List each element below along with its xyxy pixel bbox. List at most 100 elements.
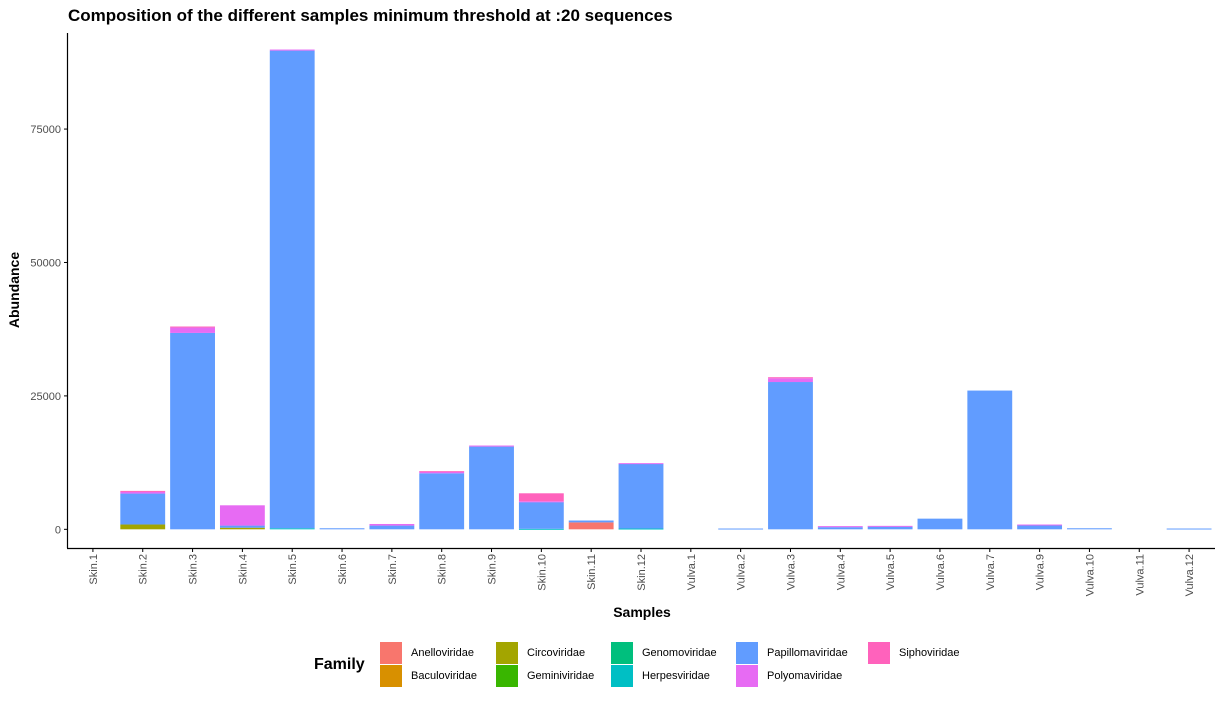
x-tick-label: Vulva.1	[686, 554, 698, 590]
x-tick-label: Skin.1	[88, 554, 100, 585]
legend-label: Circoviridae	[527, 647, 586, 659]
bar-segment-circoviridae-skin-4	[219, 527, 265, 530]
x-tick-label: Skin.9	[487, 554, 499, 585]
bar-segment-papillomaviridae-vulva-3	[768, 382, 813, 530]
bar-segment-polyomaviridae-skin-7	[369, 523, 415, 526]
x-tick-label: Vulva.6	[935, 554, 947, 590]
legend-swatch	[611, 665, 633, 687]
y-ticks-group: 0 25000 50000 75000	[30, 124, 68, 536]
x-tick-label: Skin.7	[387, 554, 399, 585]
bar-segment-papillomaviridae-skin-9	[469, 446, 514, 530]
bar-segment-papillomaviridae-vulva-4	[817, 527, 863, 530]
bar-segment-papillomaviridae-skin-10	[518, 502, 564, 529]
bar-segment-polyomaviridae-skin-3	[170, 327, 215, 333]
x-tick-label: Skin.6	[337, 554, 349, 585]
bar-segment-polyomaviridae-skin-10	[518, 501, 564, 503]
x-tick-label: Vulva.7	[985, 554, 997, 590]
bar-segment-polyomaviridae-skin-8	[419, 471, 465, 474]
bar-segment-polyomaviridae-skin-12	[618, 463, 664, 465]
legend-label: Herpesviridae	[642, 670, 710, 682]
legend: Family Anelloviridae Baculoviridae Circovi…	[314, 642, 1014, 692]
x-tick-label: Skin.2	[138, 554, 150, 585]
legend-label: Geminiviridae	[527, 670, 595, 682]
legend-item-siphoviridae: Siphoviridae	[868, 642, 960, 664]
legend-item-circoviridae: Circoviridae	[496, 642, 585, 664]
legend-item-papillomaviridae: Papillomaviridae	[736, 642, 848, 664]
x-tick-label: Skin.12	[636, 554, 648, 591]
legend-label: Siphoviridae	[899, 647, 960, 659]
legend-item-geminiviridae: Geminiviridae	[496, 665, 594, 687]
x-tick-label: Skin.10	[536, 554, 548, 591]
bar-segment-polyomaviridae-vulva-3	[768, 378, 813, 383]
x-axis-label: Samples	[613, 604, 671, 620]
legend-title: Family	[314, 656, 365, 673]
bar-segment-polyomaviridae-vulva-9	[1017, 524, 1063, 526]
y-tick-label: 75000	[30, 124, 61, 136]
bars-group	[120, 49, 1212, 530]
legend-label: Anelloviridae	[411, 647, 474, 659]
bar-segment-polyomaviridae-skin-5	[269, 49, 315, 51]
x-tick-label: Vulva.5	[885, 554, 897, 590]
x-tick-label: Skin.11	[586, 554, 598, 590]
bar-segment-papillomaviridae-skin-2	[120, 493, 166, 525]
bar-segment-anelloviridae-skin-11	[568, 522, 614, 530]
chart-title: Composition of the different samples min…	[68, 6, 673, 25]
y-tick-label: 0	[55, 524, 61, 536]
bar-segment-papillomaviridae-skin-8	[419, 473, 465, 530]
y-tick-label: 25000	[30, 391, 61, 403]
bar-segment-siphoviridae-skin-10	[518, 493, 564, 502]
bar-segment-siphoviridae-skin-3	[170, 326, 215, 328]
bar-segment-polyomaviridae-skin-2	[120, 491, 166, 494]
bar-segment-papillomaviridae-vulva-9	[1017, 525, 1063, 530]
legend-swatch	[736, 642, 758, 664]
legend-label: Papillomaviridae	[767, 647, 848, 659]
bar-segment-papillomaviridae-skin-7	[369, 525, 415, 530]
x-tick-label: Vulva.4	[835, 554, 847, 590]
bar-segment-papillomaviridae-vulva-5	[867, 526, 913, 530]
x-tick-label: Skin.3	[188, 554, 200, 585]
bar-segment-papillomaviridae-vulva-2	[718, 528, 764, 530]
bar-segment-papillomaviridae-vulva-7	[967, 390, 1013, 530]
x-tick-label: Skin.8	[437, 554, 449, 585]
x-tick-label: Skin.4	[237, 554, 249, 585]
legend-label: Polyomaviridae	[767, 670, 843, 682]
legend-swatch	[611, 642, 633, 664]
legend-swatch	[496, 642, 518, 664]
bar-segment-circoviridae-skin-2	[120, 524, 166, 530]
bar-segment-herpesviridae-skin-5	[269, 528, 315, 530]
x-tick-label: Vulva.12	[1184, 554, 1196, 596]
bar-segment-herpesviridae-skin-12	[618, 528, 664, 530]
bar-segment-papillomaviridae-skin-11	[568, 520, 614, 523]
bar-segment-polyomaviridae-skin-4	[219, 505, 265, 526]
bar-segment-papillomaviridae-skin-12	[618, 463, 664, 529]
x-tick-label: Vulva.9	[1035, 554, 1047, 590]
legend-swatch	[868, 642, 890, 664]
x-tick-label: Vulva.3	[785, 554, 797, 590]
legend-label: Baculoviridae	[411, 670, 478, 682]
bar-segment-siphoviridae-skin-8	[419, 471, 465, 473]
legend-item-genomoviridae: Genomoviridae	[611, 642, 717, 664]
x-ticks-group: Skin.1 Skin.2 Skin.3 Skin.4 Skin.5 Skin.6 Skin…	[88, 548, 1196, 596]
bar-segment-siphoviridae-skin-2	[120, 490, 166, 492]
bar-segment-papillomaviridae-skin-6	[319, 528, 365, 530]
bar-segment-papillomaviridae-skin-5	[269, 50, 315, 529]
bar-segment-papillomaviridae-vulva-6	[917, 518, 963, 530]
bar-segment-siphoviridae-vulva-3	[768, 377, 813, 379]
bar-segment-papillomaviridae-vulva-12	[1166, 528, 1212, 530]
x-tick-label: Vulva.11	[1134, 554, 1146, 596]
x-tick-label: Vulva.2	[736, 554, 748, 590]
bar-segment-polyomaviridae-skin-9	[469, 445, 514, 447]
legend-item-baculoviridae: Baculoviridae	[380, 665, 477, 687]
bar-segment-papillomaviridae-vulva-10	[1067, 528, 1112, 530]
legend-swatch	[736, 665, 758, 687]
legend-swatch	[380, 665, 402, 687]
legend-item-polyomaviridae: Polyomaviridae	[736, 665, 842, 687]
bar-segment-papillomaviridae-skin-4	[219, 525, 265, 528]
y-axis-label: Abundance	[6, 252, 22, 328]
bar-segment-papillomaviridae-skin-3	[170, 332, 215, 530]
bar-segment-polyomaviridae-vulva-5	[867, 525, 913, 527]
x-tick-label: Skin.5	[287, 554, 299, 585]
legend-item-anelloviridae: Anelloviridae	[380, 642, 474, 664]
